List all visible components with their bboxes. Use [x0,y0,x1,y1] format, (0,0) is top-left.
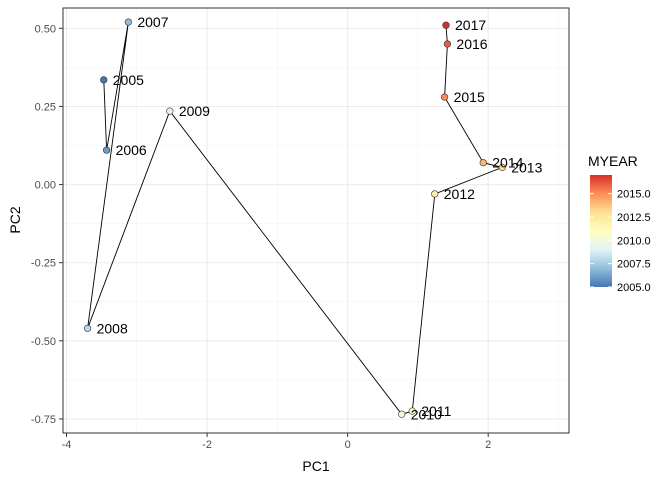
point-label-2006: 2006 [116,142,147,158]
y-axis-ticks: -0.75 -0.50 -0.25 0.00 0.25 0.50 [31,23,63,426]
y-axis-title: PC2 [7,206,23,233]
y-tick-label: 0.00 [35,180,56,192]
y-tick-label: 0.25 [35,101,56,113]
x-tick-label: 0 [345,439,351,451]
data-point-2013 [498,163,506,171]
data-point-2008 [83,324,92,332]
point-label-2008: 2008 [97,320,128,336]
point-label-2012: 2012 [444,186,475,202]
data-point-2007 [124,18,132,26]
point-label-2014: 2014 [492,155,523,171]
legend-tick-label: 2010.0 [617,235,651,247]
data-point-2009 [166,107,174,115]
data-point-2017 [442,21,450,29]
x-tick-label: -2 [202,439,212,451]
data-point-2006 [102,146,111,154]
data-points [83,18,506,418]
data-point-2012 [431,190,439,198]
legend-title: MYEAR [588,153,638,169]
data-point-2005 [100,76,108,84]
point-label-2005: 2005 [113,72,144,88]
x-axis-ticks: -4 -2 0 2 [62,433,491,451]
x-axis-title: PC1 [302,458,329,474]
x-tick-label: 2 [485,439,491,451]
point-label-2016: 2016 [456,36,487,52]
legend-tick-label: 2007.5 [617,259,651,271]
data-point-2014 [479,159,487,167]
y-tick-label: -0.25 [31,258,56,270]
legend-colorbar [590,175,612,287]
plot-panel-border [62,7,570,434]
legend-ticks: 2005.0 2007.5 2010.0 2012.5 2015.0 [590,189,651,294]
point-label-2015: 2015 [454,89,485,105]
legend-tick-label: 2015.0 [617,189,651,201]
point-label-2013: 2013 [511,159,542,175]
major-gridlines [63,8,569,433]
data-point-2011 [408,407,416,415]
y-tick-label: -0.50 [31,336,56,348]
y-tick-label: 0.50 [35,23,56,35]
plot-panel-background [63,8,569,433]
point-label-2009: 2009 [179,103,210,119]
data-point-2016 [443,40,452,48]
y-tick-label: -0.75 [31,414,56,426]
point-label-2017: 2017 [455,17,486,33]
data-point-2015 [441,93,449,101]
point-label-2007: 2007 [137,14,168,30]
point-label-2010: 2010 [411,406,442,422]
x-tick-label: -4 [62,439,72,451]
color-legend: MYEAR 2005.0 2007.5 2010.0 2012.5 2015.0 [588,153,651,294]
data-point-2010 [398,410,406,418]
point-label-2011: 2011 [421,403,451,419]
legend-tick-label: 2005.0 [617,282,651,294]
legend-tick-label: 2012.5 [617,212,651,224]
